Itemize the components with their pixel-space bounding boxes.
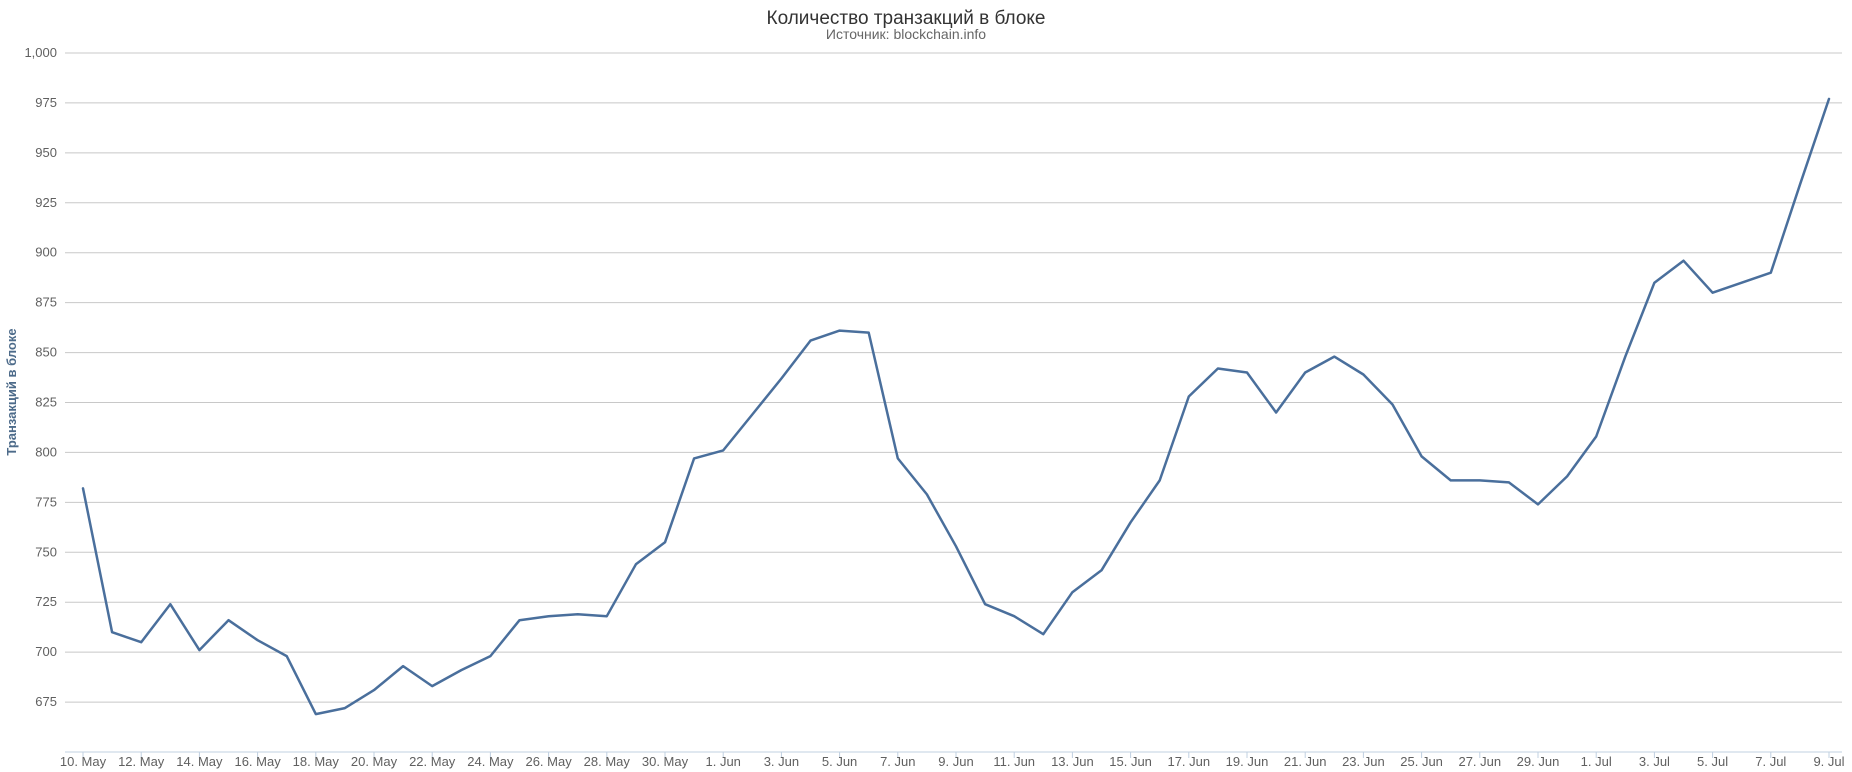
y-tick-label: 1,000 xyxy=(24,45,57,60)
y-tick-label: 950 xyxy=(35,145,57,160)
y-tick-label: 850 xyxy=(35,345,57,360)
y-tick-label: 900 xyxy=(35,245,57,260)
y-tick-label: 825 xyxy=(35,395,57,410)
y-tick-label: 700 xyxy=(35,644,57,659)
x-tick-label: 9. Jul xyxy=(1813,754,1844,769)
chart-title: Количество транзакций в блоке xyxy=(767,8,1046,29)
x-tick-label: 30. May xyxy=(642,754,689,769)
x-tick-label: 23. Jun xyxy=(1342,754,1385,769)
x-tick-label: 3. Jun xyxy=(764,754,799,769)
x-tick-label: 17. Jun xyxy=(1167,754,1210,769)
grid-lines xyxy=(65,52,1842,703)
y-tick-label: 800 xyxy=(35,444,57,459)
y-tick-label: 725 xyxy=(35,594,57,609)
y-tick-label: 675 xyxy=(35,694,57,709)
x-tick-label: 24. May xyxy=(467,754,514,769)
x-tick-label: 18. May xyxy=(293,754,340,769)
x-tick-label: 7. Jun xyxy=(880,754,915,769)
x-tick-label: 14. May xyxy=(176,754,223,769)
y-axis-ticks: 675 700 725 750 775 800 825 850 875 900 925 950 975 1… xyxy=(24,45,57,709)
x-tick-label: 26. May xyxy=(525,754,572,769)
x-tick-label: 15. Jun xyxy=(1109,754,1152,769)
y-axis-label: Транзакций в блоке xyxy=(4,328,19,455)
y-tick-label: 750 xyxy=(35,544,57,559)
x-tick-label: 1. Jul xyxy=(1581,754,1612,769)
y-tick-label: 875 xyxy=(35,295,57,310)
x-tick-label: 21. Jun xyxy=(1284,754,1327,769)
x-tick-label: 13. Jun xyxy=(1051,754,1094,769)
x-tick-label: 16. May xyxy=(234,754,281,769)
x-tick-label: 5. Jun xyxy=(822,754,857,769)
x-tick-label: 25. Jun xyxy=(1400,754,1443,769)
x-tick-label: 1. Jun xyxy=(705,754,740,769)
series-layer xyxy=(81,97,1831,716)
y-tick-label: 775 xyxy=(35,494,57,509)
x-tick-label: 29. Jun xyxy=(1517,754,1560,769)
x-tick-label: 3. Jul xyxy=(1639,754,1670,769)
y-tick-label: 975 xyxy=(35,95,57,110)
x-tick-label: 20. May xyxy=(351,754,398,769)
x-tick-label: 11. Jun xyxy=(993,754,1035,769)
x-tick-label: 10. May xyxy=(60,754,107,769)
x-tick-label: 19. Jun xyxy=(1226,754,1269,769)
y-tick-label: 925 xyxy=(35,195,57,210)
x-tick-label: 22. May xyxy=(409,754,456,769)
chart-subtitle: Источник: blockchain.info xyxy=(826,26,986,42)
x-tick-label: 12. May xyxy=(118,754,165,769)
series-line xyxy=(81,97,1831,716)
x-tick-label: 9. Jun xyxy=(938,754,973,769)
x-tick-label: 27. Jun xyxy=(1458,754,1501,769)
x-axis-ticks: 10. May 12. May 14. May 16. May 18. May 20. M… xyxy=(60,752,1845,769)
x-tick-label: 28. May xyxy=(584,754,631,769)
x-tick-label: 5. Jul xyxy=(1697,754,1728,769)
x-tick-label: 7. Jul xyxy=(1755,754,1786,769)
